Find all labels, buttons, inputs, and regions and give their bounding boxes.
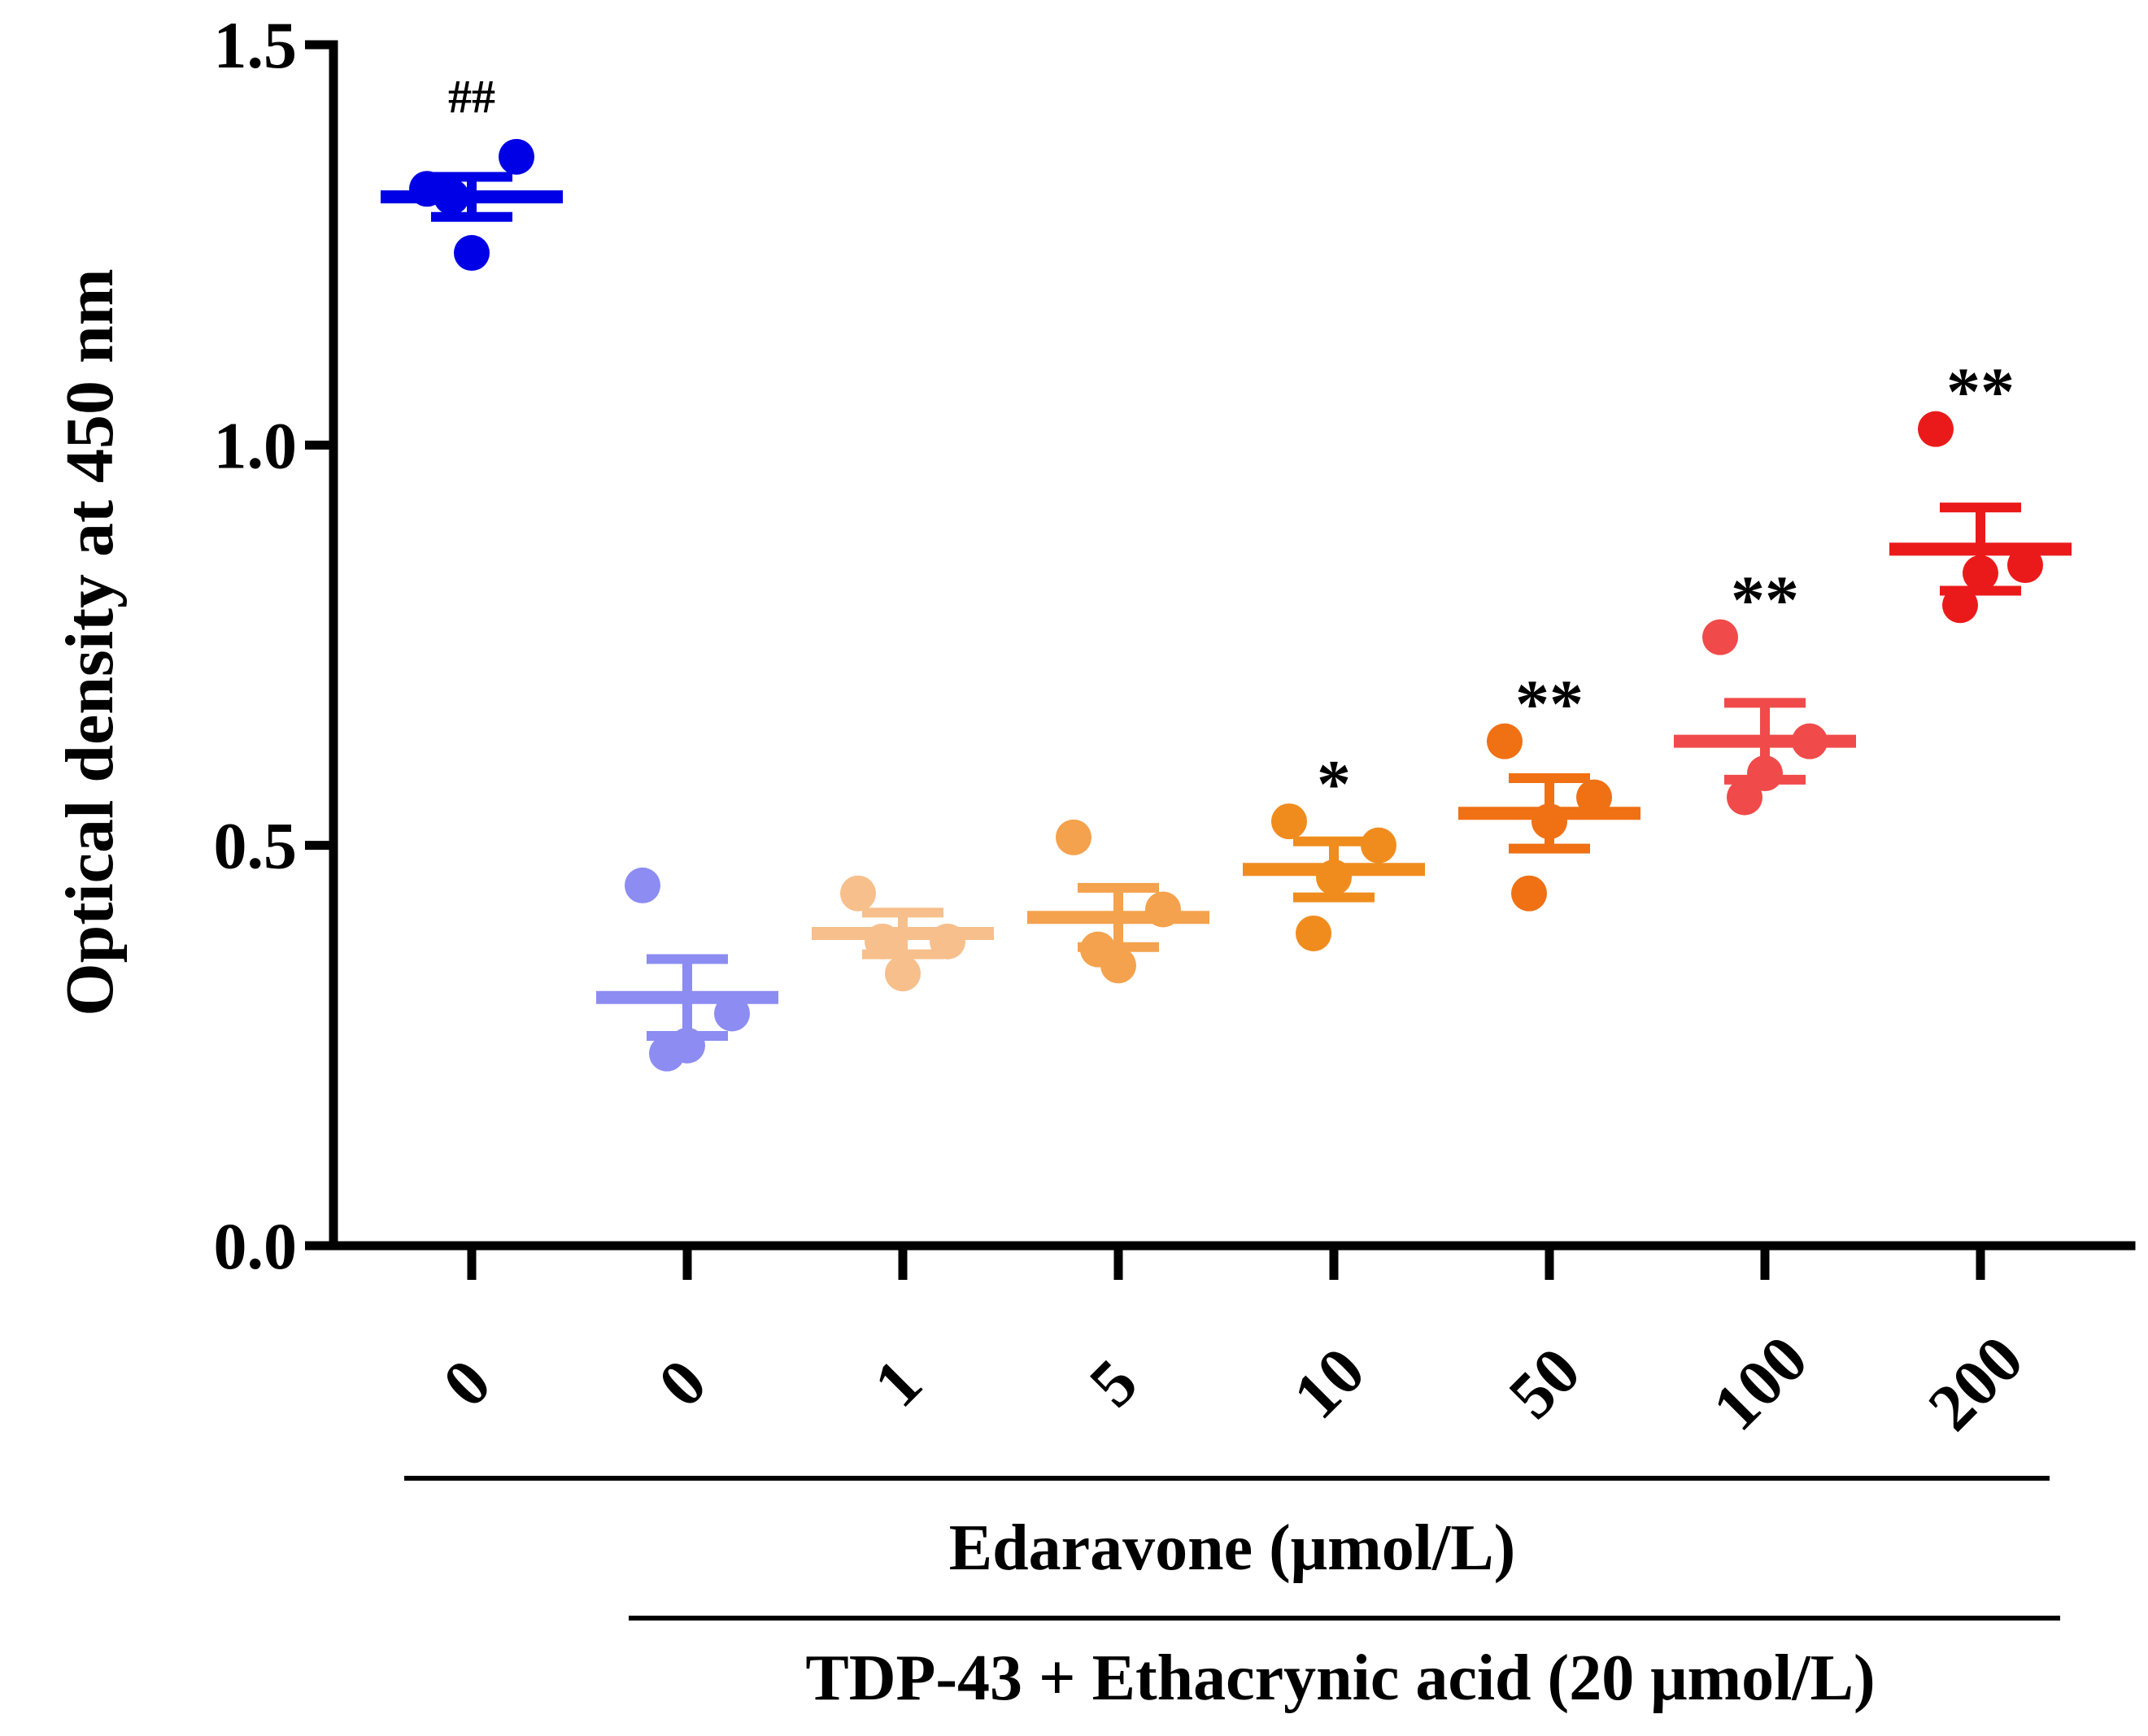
treatment-group-label: TDP-43 + Ethacrynic acid (20 μmol/L) — [805, 1642, 1875, 1714]
x-ticks: 0 0 1 5 10 50 100 200 — [429, 1246, 2037, 1445]
data-groups — [381, 138, 2072, 1072]
significance-annotations: ##******* — [448, 70, 2015, 822]
data-point — [1942, 587, 1978, 624]
y-tick-label: 1.5 — [214, 8, 298, 82]
data-group — [812, 875, 994, 992]
axes — [329, 40, 2136, 1251]
data-point — [1576, 779, 1612, 816]
data-point — [1702, 619, 1738, 655]
data-point — [625, 867, 660, 903]
data-group — [381, 138, 563, 272]
data-point — [885, 955, 921, 992]
significance-marker: ** — [1946, 355, 2015, 430]
data-point — [499, 138, 534, 175]
data-point — [840, 875, 876, 912]
data-point — [649, 1035, 685, 1072]
data-point — [1361, 827, 1396, 864]
data-point — [1918, 411, 1954, 447]
data-point — [714, 995, 750, 1032]
x-tick-label: 100 — [1698, 1321, 1821, 1444]
x-tick-label: 200 — [1914, 1321, 2037, 1444]
data-group — [596, 867, 778, 1072]
data-point — [1296, 915, 1331, 951]
y-tick-label: 1.0 — [214, 408, 298, 482]
x-tick-label: 50 — [1495, 1334, 1594, 1433]
x-tick-label: 5 — [1075, 1345, 1151, 1421]
x-tick-label: 0 — [644, 1345, 720, 1421]
data-point — [2007, 547, 2043, 584]
significance-marker: ** — [1731, 563, 1799, 638]
data-group — [1027, 819, 1209, 984]
x-axis-label: Edaravone (μmol/L) — [949, 1512, 1515, 1584]
data-point — [1271, 803, 1307, 840]
y-axis-label: Optical density at 450 nm — [52, 268, 128, 1016]
data-point — [1727, 779, 1762, 816]
data-point — [454, 235, 490, 272]
x-tick-label: 1 — [860, 1345, 935, 1421]
data-group — [1889, 411, 2072, 624]
y-ticks: 0.0 0.5 1.0 1.5 — [214, 8, 333, 1283]
data-group — [1243, 803, 1425, 951]
significance-marker: * — [1317, 746, 1351, 822]
x-tick-label: 10 — [1279, 1334, 1379, 1433]
y-tick-label: 0.5 — [214, 809, 298, 883]
x-tick-label: 0 — [429, 1345, 504, 1421]
data-point — [1056, 819, 1091, 855]
data-group — [1458, 723, 1640, 912]
significance-marker: ** — [1515, 667, 1584, 742]
y-tick-label: 0.0 — [214, 1209, 298, 1283]
data-group — [1674, 619, 1856, 816]
data-point — [1511, 875, 1547, 912]
significance-marker: ## — [448, 70, 495, 123]
data-point — [1487, 723, 1523, 759]
